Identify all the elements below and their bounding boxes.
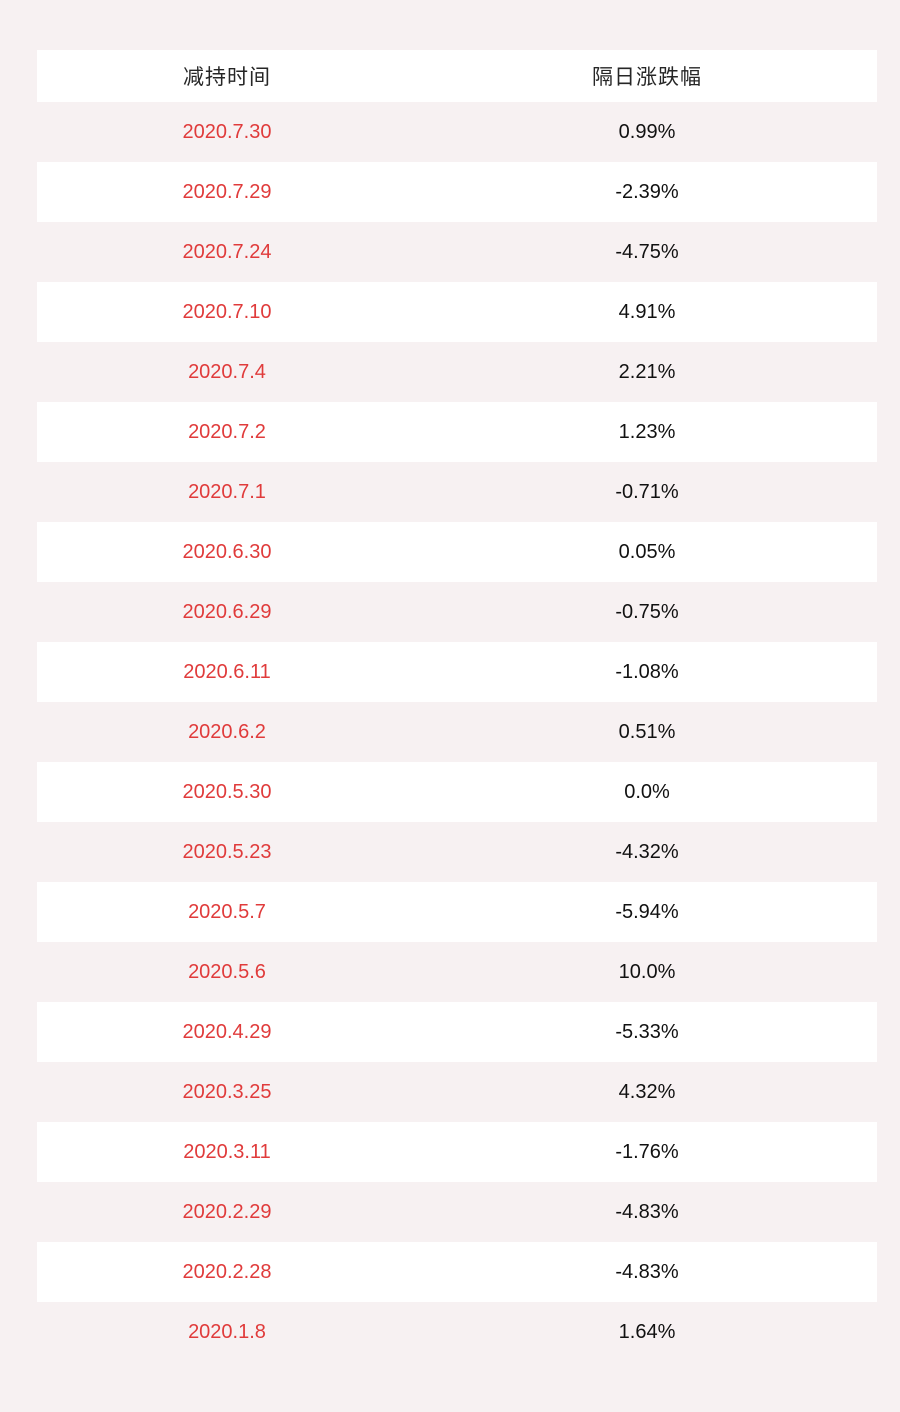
reduction-date-cell: 2020.5.30 [182, 780, 272, 803]
table-row: 2020.5.30 0.0% [37, 762, 877, 822]
reduction-date-cell: 2020.7.2 [188, 420, 266, 443]
reduction-date-cell: 2020.5.23 [182, 840, 272, 863]
next-day-change-cell: 0.51% [618, 720, 676, 743]
table-row: 2020.3.11 -1.76% [37, 1122, 877, 1182]
next-day-change-cell: -0.75% [615, 600, 679, 623]
table-header-row: 减持时间 隔日涨跌幅 [37, 50, 877, 102]
next-day-change-cell: -1.76% [615, 1140, 679, 1163]
reduction-date-cell: 2020.2.28 [182, 1260, 272, 1283]
reduction-date-cell: 2020.7.1 [188, 480, 266, 503]
table-row: 2020.7.1 -0.71% [37, 462, 877, 522]
reduction-date-cell: 2020.6.30 [182, 540, 272, 563]
table-row: 2020.7.4 2.21% [37, 342, 877, 402]
table-row: 2020.7.24 -4.75% [37, 222, 877, 282]
table-row: 2020.6.11 -1.08% [37, 642, 877, 702]
reduction-date-cell: 2020.5.7 [188, 900, 266, 923]
next-day-change-cell: 4.32% [618, 1080, 676, 1103]
reduction-date-cell: 2020.3.25 [182, 1080, 272, 1103]
reduction-date-cell: 2020.7.10 [182, 300, 272, 323]
next-day-change-cell: -4.32% [615, 840, 679, 863]
reduction-date-cell: 2020.2.29 [182, 1200, 272, 1223]
next-day-change-cell: 1.64% [618, 1320, 676, 1343]
table-row: 2020.1.8 1.64% [37, 1302, 877, 1362]
next-day-change-cell: -5.94% [615, 900, 679, 923]
table-row: 2020.2.28 -4.83% [37, 1242, 877, 1302]
next-day-change-cell: -0.71% [615, 480, 679, 503]
reduction-date-cell: 2020.1.8 [188, 1320, 266, 1343]
table-row: 2020.6.2 0.51% [37, 702, 877, 762]
table-row: 2020.7.29 -2.39% [37, 162, 877, 222]
table-row: 2020.5.23 -4.32% [37, 822, 877, 882]
table-row: 2020.7.10 4.91% [37, 282, 877, 342]
reduction-date-cell: 2020.3.11 [183, 1140, 271, 1163]
reduction-date-cell: 2020.5.6 [188, 960, 266, 983]
table-body: 2020.7.30 0.99% 2020.7.29 -2.39% 2020.7.… [37, 102, 877, 1362]
reduction-table: 减持时间 隔日涨跌幅 2020.7.30 0.99% 2020.7.29 -2.… [37, 50, 877, 1362]
table-row: 2020.2.29 -4.83% [37, 1182, 877, 1242]
next-day-change-cell: -4.83% [615, 1200, 679, 1223]
table-row: 2020.7.2 1.23% [37, 402, 877, 462]
next-day-change-cell: 10.0% [618, 960, 676, 983]
reduction-date-cell: 2020.7.4 [188, 360, 266, 383]
table-row: 2020.5.6 10.0% [37, 942, 877, 1002]
header-next-day-change: 隔日涨跌幅 [592, 66, 702, 89]
reduction-date-cell: 2020.7.29 [182, 180, 272, 203]
reduction-date-cell: 2020.4.29 [182, 1020, 272, 1043]
next-day-change-cell: 2.21% [618, 360, 676, 383]
next-day-change-cell: 4.91% [618, 300, 676, 323]
next-day-change-cell: -1.08% [615, 660, 679, 683]
table-row: 2020.5.7 -5.94% [37, 882, 877, 942]
reduction-date-cell: 2020.6.29 [182, 600, 272, 623]
next-day-change-cell: -2.39% [615, 180, 679, 203]
reduction-date-cell: 2020.7.24 [182, 240, 272, 263]
next-day-change-cell: -5.33% [615, 1020, 679, 1043]
reduction-date-cell: 2020.6.2 [188, 720, 266, 743]
reduction-date-cell: 2020.6.11 [183, 660, 271, 683]
table-row: 2020.7.30 0.99% [37, 102, 877, 162]
reduction-date-cell: 2020.7.30 [182, 120, 272, 143]
next-day-change-cell: 0.0% [624, 780, 670, 803]
next-day-change-cell: -4.75% [615, 240, 679, 263]
next-day-change-cell: -4.83% [615, 1260, 679, 1283]
table-row: 2020.3.25 4.32% [37, 1062, 877, 1122]
table-row: 2020.6.29 -0.75% [37, 582, 877, 642]
next-day-change-cell: 0.99% [618, 120, 676, 143]
next-day-change-cell: 1.23% [618, 420, 676, 443]
header-reduction-time: 减持时间 [183, 66, 271, 89]
table-row: 2020.6.30 0.05% [37, 522, 877, 582]
next-day-change-cell: 0.05% [618, 540, 676, 563]
table-row: 2020.4.29 -5.33% [37, 1002, 877, 1062]
